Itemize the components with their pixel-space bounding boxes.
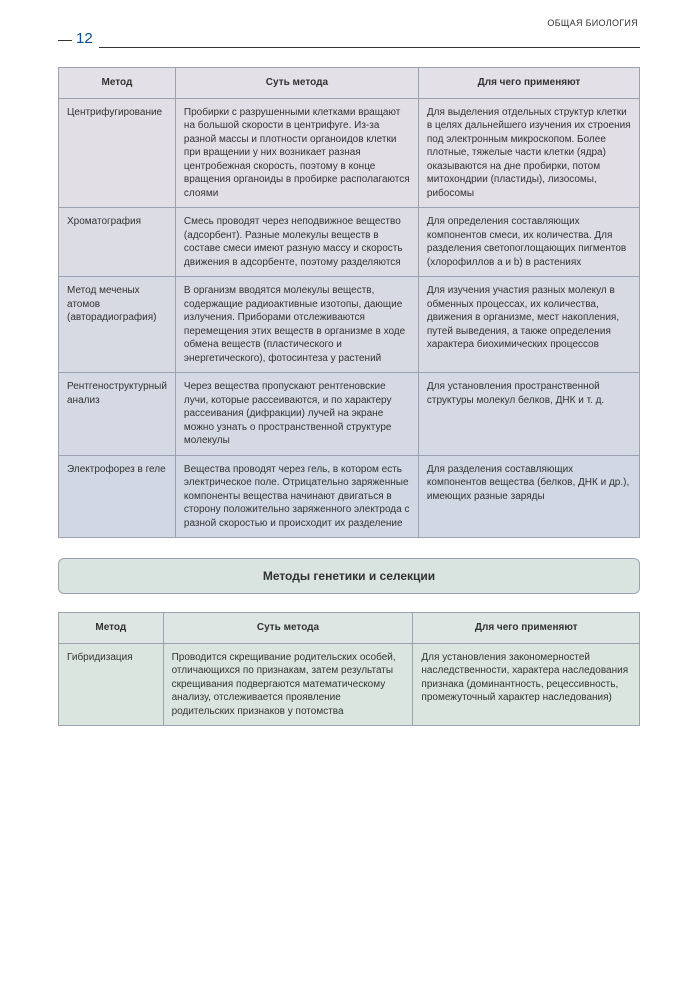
table-row: Рентгеноструктурный анализ Через веществ… bbox=[59, 373, 640, 456]
table-row: Электрофорез в геле Вещества проводят че… bbox=[59, 455, 640, 538]
cell-method: Хроматография bbox=[59, 208, 176, 277]
page-number: 12 bbox=[58, 30, 99, 49]
cell-method: Рентгеноструктурный анализ bbox=[59, 373, 176, 456]
col-header-use: Для чего применяют bbox=[413, 613, 640, 644]
methods-table-2: Метод Суть метода Для чего применяют Гиб… bbox=[58, 612, 640, 726]
cell-essence: В организм вводятся молекулы веществ, со… bbox=[175, 277, 418, 373]
page-number-rule-left bbox=[58, 40, 72, 41]
col-header-method: Метод bbox=[59, 613, 164, 644]
cell-method: Метод меченых атомов (авторадиография) bbox=[59, 277, 176, 373]
section-label: ОБЩАЯ БИОЛОГИЯ bbox=[547, 18, 638, 28]
cell-essence: Смесь проводят через неподвижное веществ… bbox=[175, 208, 418, 277]
section-heading-bar: Методы генетики и селекции bbox=[58, 558, 640, 594]
table-header-row: Метод Суть метода Для чего применяют bbox=[59, 68, 640, 99]
cell-use: Для разделения составляющих компонентов … bbox=[418, 455, 639, 538]
col-header-use: Для чего применяют bbox=[418, 68, 639, 99]
table-row: Центрифугирование Пробирки с разрушенным… bbox=[59, 98, 640, 208]
table-row: Гибридизация Проводится скрещивание роди… bbox=[59, 643, 640, 726]
cell-use: Для изучения участия разных молекул в об… bbox=[418, 277, 639, 373]
cell-method: Центрифугирование bbox=[59, 98, 176, 208]
col-header-essence: Суть метода bbox=[175, 68, 418, 99]
page-header: 12 bbox=[58, 30, 640, 49]
page: ОБЩАЯ БИОЛОГИЯ 12 Метод Суть метода Для … bbox=[0, 0, 682, 1000]
col-header-essence: Суть метода bbox=[163, 613, 413, 644]
table-header-row: Метод Суть метода Для чего применяют bbox=[59, 613, 640, 644]
cell-use: Для выделения отдельных структур клетки … bbox=[418, 98, 639, 208]
header-rule bbox=[99, 47, 640, 48]
table-row: Хроматография Смесь проводят через непод… bbox=[59, 208, 640, 277]
cell-use: Для установления закономерностей наследс… bbox=[413, 643, 640, 726]
cell-use: Для определения составляющих компонентов… bbox=[418, 208, 639, 277]
cell-essence: Вещества проводят через гель, в котором … bbox=[175, 455, 418, 538]
cell-essence: Проводится скрещивание родительских особ… bbox=[163, 643, 413, 726]
col-header-method: Метод bbox=[59, 68, 176, 99]
page-number-text: 12 bbox=[76, 30, 93, 47]
cell-method: Гибридизация bbox=[59, 643, 164, 726]
cell-essence: Через вещества пропускают рентгеновские … bbox=[175, 373, 418, 456]
cell-essence: Пробирки с разрушенными клетками вращают… bbox=[175, 98, 418, 208]
table-row: Метод меченых атомов (авторадиография) В… bbox=[59, 277, 640, 373]
cell-use: Для установления пространственной структ… bbox=[418, 373, 639, 456]
methods-table-1: Метод Суть метода Для чего применяют Цен… bbox=[58, 67, 640, 538]
cell-method: Электрофорез в геле bbox=[59, 455, 176, 538]
